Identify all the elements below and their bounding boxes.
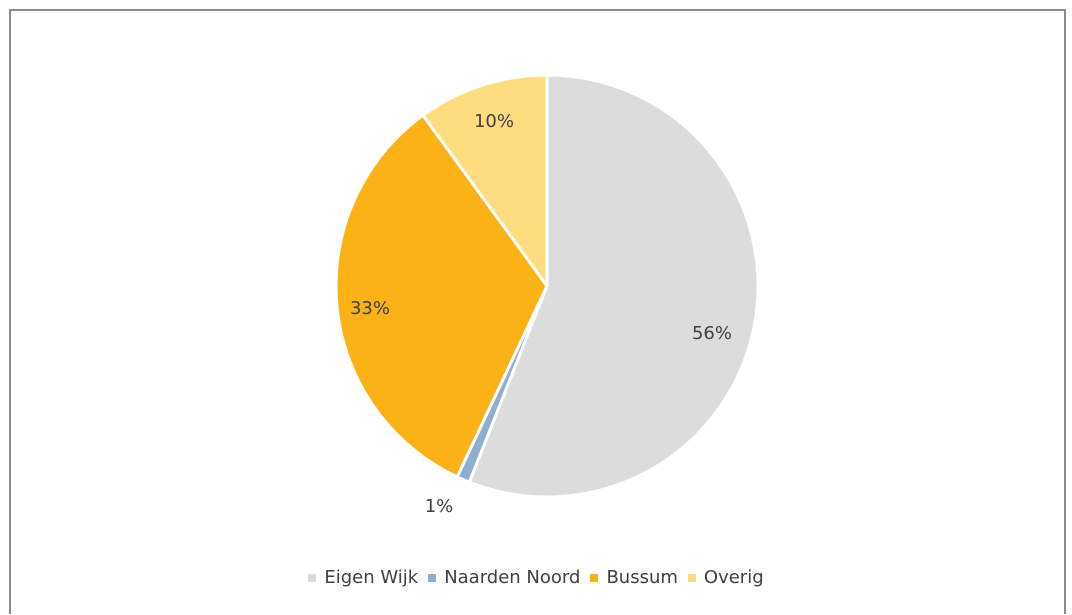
data-label-bussum: 33% bbox=[350, 298, 390, 319]
legend-swatch bbox=[590, 573, 599, 582]
pie-slice-eigen-wijk bbox=[467, 73, 760, 499]
legend: Eigen Wijk Naarden Noord Bussum Overig bbox=[0, 567, 1072, 588]
legend-item-naarden-noord: Naarden Noord bbox=[428, 567, 580, 588]
legend-item-eigen-wijk: Eigen Wijk bbox=[308, 567, 418, 588]
legend-item-overig: Overig bbox=[687, 567, 764, 588]
legend-swatch bbox=[687, 573, 696, 582]
legend-item-bussum: Bussum bbox=[590, 567, 678, 588]
legend-label: Naarden Noord bbox=[444, 567, 581, 588]
data-label-naarden-noord: 1% bbox=[425, 496, 454, 517]
pie-labels: 56% 1% 33% 10% bbox=[350, 111, 732, 517]
legend-label: Bussum bbox=[606, 567, 678, 588]
data-label-eigen-wijk: 56% bbox=[692, 323, 732, 344]
legend-swatch bbox=[308, 573, 317, 582]
legend-swatch bbox=[428, 573, 437, 582]
legend-label: Eigen Wijk bbox=[324, 567, 419, 588]
data-label-overig: 10% bbox=[474, 111, 514, 132]
pie-slices bbox=[334, 73, 760, 499]
pie-slice-overig bbox=[421, 73, 549, 288]
pie-slice-bussum bbox=[334, 113, 549, 479]
legend-label: Overig bbox=[703, 567, 764, 588]
